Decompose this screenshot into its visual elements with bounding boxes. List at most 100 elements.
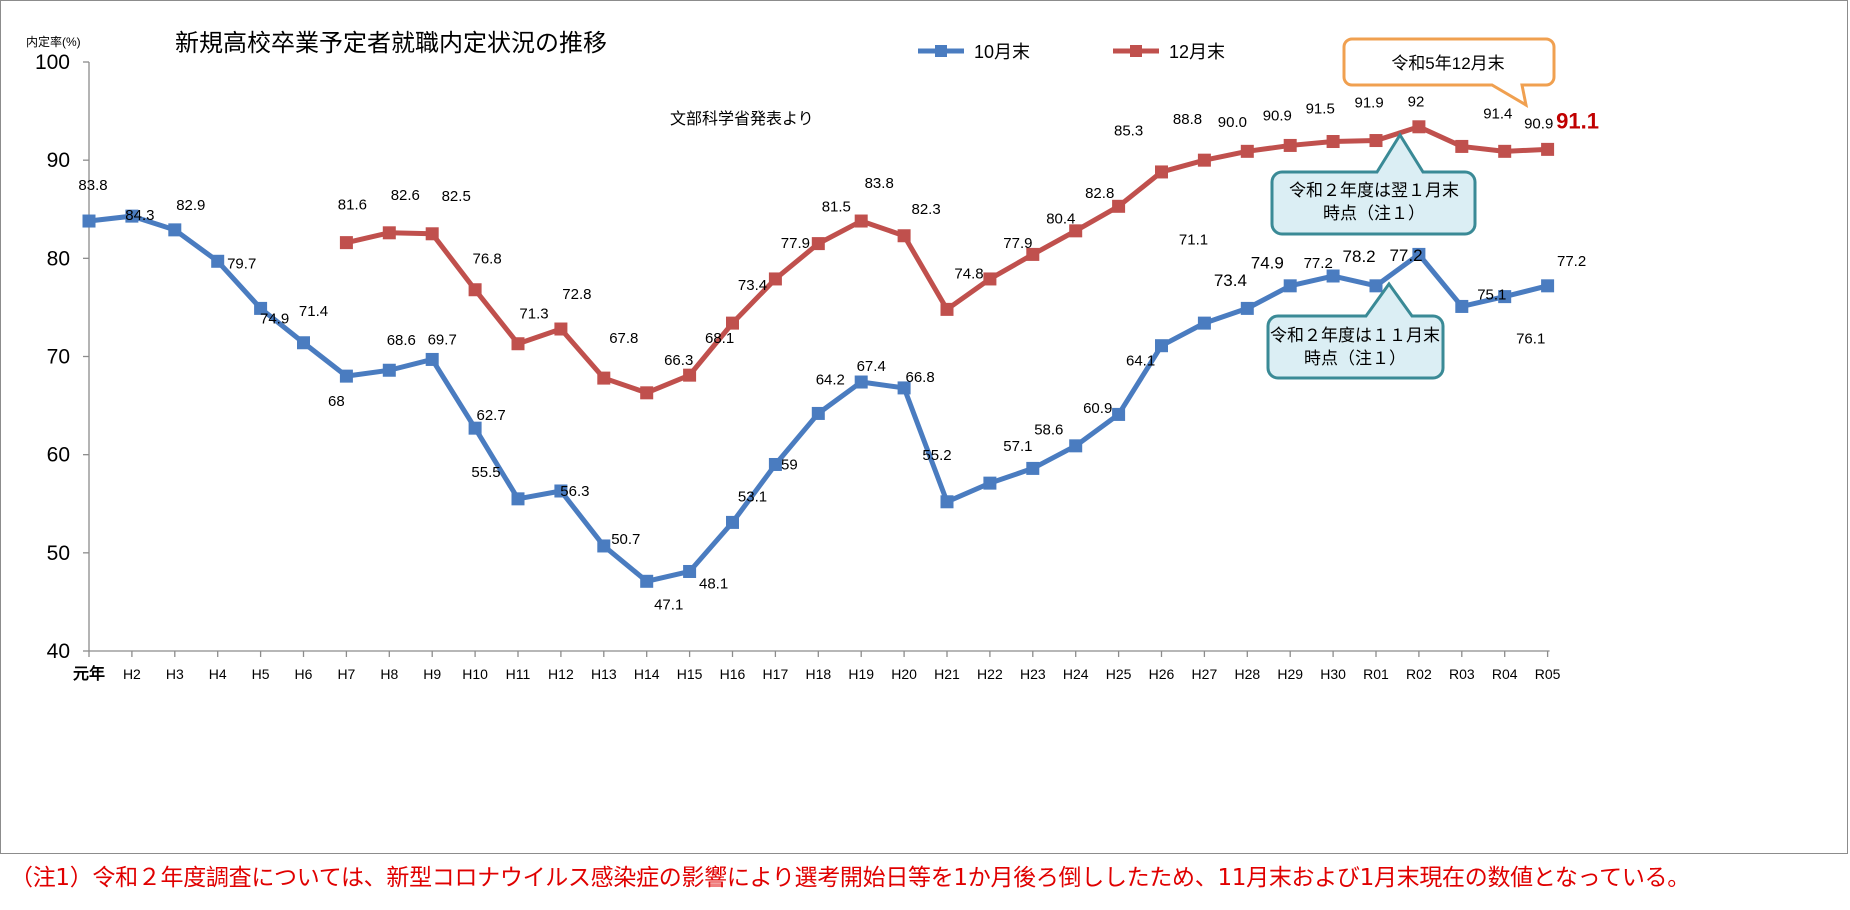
data-label: 48.1 <box>699 575 728 592</box>
data-point <box>640 574 654 588</box>
x-tick-label: H17 <box>763 666 789 682</box>
data-point <box>1541 279 1555 293</box>
x-tick-label: R05 <box>1535 666 1561 682</box>
data-point <box>1326 269 1340 283</box>
data-point <box>1197 153 1211 167</box>
data-point <box>1455 139 1469 153</box>
x-tick-label: H23 <box>1020 666 1046 682</box>
data-label: 68.1 <box>705 330 734 347</box>
data-label: 59 <box>781 456 798 473</box>
data-point <box>1155 165 1168 179</box>
data-point <box>339 369 353 383</box>
data-point <box>940 302 954 316</box>
data-label: 60.9 <box>1083 400 1112 417</box>
callout-r02-oct-box <box>1266 281 1445 380</box>
data-label: 68.6 <box>387 332 416 349</box>
x-tick-label: H26 <box>1149 666 1175 682</box>
data-point <box>854 214 868 228</box>
data-label: 82.9 <box>176 197 205 214</box>
chart-frame <box>0 0 1848 854</box>
x-tick-label: H2 <box>123 666 141 682</box>
y-tick-label: 80 <box>47 247 70 270</box>
data-point <box>1412 247 1426 261</box>
y-tick-label: 90 <box>47 149 70 172</box>
data-point <box>125 209 139 223</box>
data-label: 83.8 <box>78 177 107 194</box>
data-label: 71.1 <box>1179 232 1208 249</box>
data-point <box>554 322 568 336</box>
data-point <box>254 301 268 315</box>
data-point <box>897 381 911 395</box>
data-point <box>1541 142 1555 156</box>
data-point <box>1369 134 1383 148</box>
data-point <box>554 484 568 498</box>
legend-marker <box>1130 45 1142 57</box>
data-label: 71.4 <box>299 303 328 320</box>
y-tick-label: 40 <box>47 640 70 663</box>
data-label: 74.8 <box>954 265 983 282</box>
data-label: 82.5 <box>442 188 471 205</box>
data-label: 91.1 <box>1556 108 1599 133</box>
data-point <box>1240 301 1254 315</box>
x-tick-label: H19 <box>848 666 874 682</box>
data-label: 84.3 <box>125 207 154 224</box>
data-label: 75.1 <box>1477 286 1506 303</box>
x-tick-label: H22 <box>977 666 1003 682</box>
data-label: 77.9 <box>781 235 810 252</box>
data-label: 80.4 <box>1046 210 1075 227</box>
data-point <box>768 272 782 286</box>
data-label: 47.1 <box>654 596 683 613</box>
x-tick-label: H28 <box>1234 666 1260 682</box>
data-label: 68 <box>328 393 345 410</box>
callout-r02-oct-line2: 時点（注１） <box>1304 349 1406 368</box>
data-point <box>82 214 96 228</box>
data-label: 90.9 <box>1263 107 1292 124</box>
data-point <box>1283 138 1297 152</box>
data-point <box>1026 461 1040 475</box>
x-tick-label: H9 <box>423 666 441 682</box>
data-point <box>983 476 997 490</box>
data-point <box>597 371 611 385</box>
data-label: 81.5 <box>822 199 851 216</box>
data-label: 55.2 <box>922 447 951 464</box>
data-point <box>425 227 439 241</box>
data-label: 77.2 <box>1304 255 1333 272</box>
x-tick-label: H14 <box>634 666 660 682</box>
callout-latest-box <box>1342 37 1556 108</box>
data-label: 56.3 <box>560 483 589 500</box>
data-point <box>468 421 482 435</box>
x-tick-label: H8 <box>380 666 398 682</box>
data-label: 76.8 <box>472 251 501 268</box>
y-axis-label: 内定率(%) <box>26 34 81 49</box>
data-label: 71.3 <box>519 306 548 323</box>
callout-latest-text: 令和5年12月末 <box>1391 54 1504 73</box>
data-point <box>1498 144 1512 158</box>
data-label: 91.9 <box>1354 95 1383 112</box>
y-tick-label: 50 <box>47 542 70 565</box>
data-point <box>1412 120 1426 134</box>
data-label: 79.7 <box>227 255 256 272</box>
data-point <box>468 283 482 297</box>
data-point <box>726 316 739 330</box>
data-point <box>382 226 396 240</box>
x-tick-label: H16 <box>720 666 746 682</box>
data-point <box>897 229 911 243</box>
data-point <box>339 236 353 250</box>
x-tick-label: H29 <box>1277 666 1303 682</box>
data-point <box>940 495 954 509</box>
data-label: 88.8 <box>1173 111 1202 128</box>
data-label: 82.8 <box>1085 185 1114 202</box>
data-point <box>1197 316 1211 330</box>
data-label: 74.9 <box>1251 253 1284 272</box>
data-point <box>726 515 739 529</box>
data-label: 66.3 <box>664 352 693 369</box>
x-tick-label: H4 <box>209 666 227 682</box>
data-label: 58.6 <box>1034 421 1063 438</box>
data-point <box>297 336 310 350</box>
x-tick-label: R01 <box>1363 666 1389 682</box>
data-point <box>683 564 697 578</box>
data-label: 77.2 <box>1389 246 1422 265</box>
data-label: 82.3 <box>911 201 940 218</box>
x-tick-label: H6 <box>295 666 313 682</box>
